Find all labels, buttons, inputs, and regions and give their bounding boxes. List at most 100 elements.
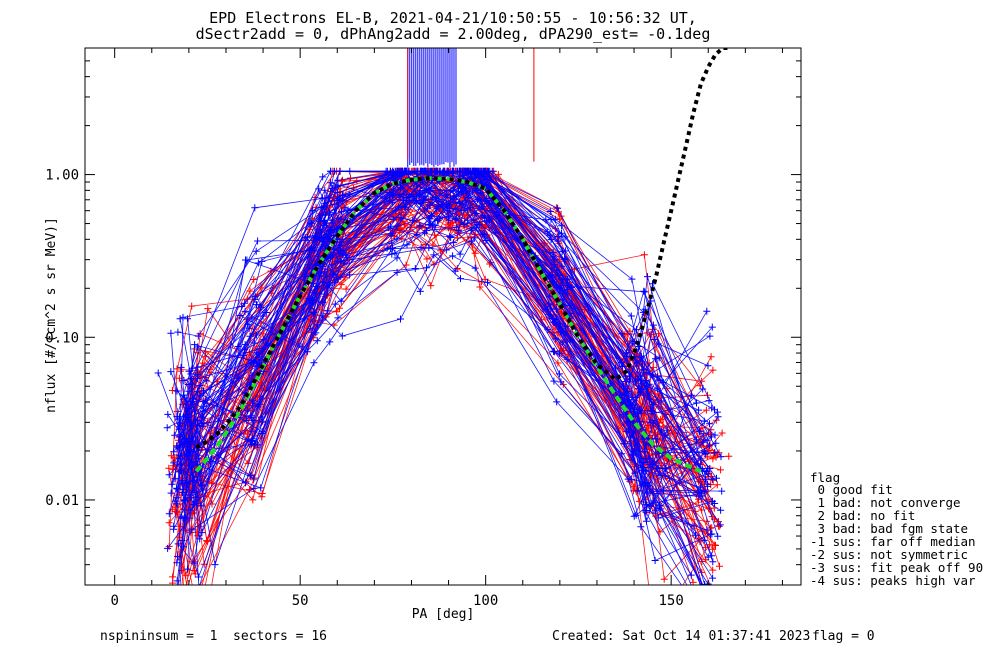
blue-data-point — [170, 448, 178, 456]
blue-data-point — [341, 204, 349, 212]
blue-data-point — [704, 553, 712, 561]
blue-data-point — [184, 565, 191, 573]
blue-data-point — [474, 194, 482, 202]
blue-data-point — [703, 465, 711, 472]
blue-data-point — [644, 273, 651, 281]
blue-data-point — [563, 355, 571, 363]
blue-data-point — [331, 200, 339, 208]
blue-data-point — [546, 208, 554, 215]
blue-data-point — [558, 276, 566, 284]
blue-data-point — [389, 191, 397, 199]
blue-data-point — [177, 513, 185, 521]
y-tick-label: 1.00 — [45, 168, 79, 184]
blue-data-point — [413, 182, 421, 190]
legend-item-0: 0 good fit — [810, 482, 893, 497]
blue-data-point — [202, 377, 210, 385]
blue-data-point — [199, 398, 207, 406]
y-tick-label: 0.01 — [45, 493, 79, 509]
blue-data-point — [434, 216, 442, 224]
blue-data-point — [419, 192, 427, 200]
blue-data-point — [167, 489, 175, 497]
blue-data-point — [338, 332, 346, 340]
x-axis-label: PA [deg] — [412, 607, 475, 622]
red-data-point — [707, 607, 714, 614]
blue-data-point — [241, 307, 249, 315]
blue-data-point — [411, 265, 419, 272]
blue-data-point — [447, 234, 455, 241]
blue-data-point — [186, 506, 194, 514]
footer-spin-info: nspininsum = 1 sectors = 16 — [100, 629, 327, 644]
legend-title: flag — [810, 470, 840, 485]
blue-data-point — [442, 246, 450, 254]
blue-data-point — [403, 241, 411, 249]
blue-data-point — [173, 500, 180, 508]
red-data-point — [188, 302, 196, 310]
blue-data-point — [189, 364, 197, 372]
red-data-point — [338, 177, 346, 185]
red-data-point — [644, 329, 652, 337]
blue-data-point — [238, 303, 246, 310]
blue-data-point — [632, 377, 639, 385]
blue-data-point — [550, 377, 558, 385]
blue-data-point — [630, 512, 638, 520]
red-data-point — [167, 452, 175, 460]
blue-data-point — [186, 514, 194, 522]
blue-data-point — [179, 489, 186, 497]
blue-data-point — [400, 203, 408, 211]
blue-data-point — [550, 347, 557, 355]
red-data-point — [716, 562, 723, 570]
blue-data-point — [397, 315, 404, 323]
blue-data-point — [177, 363, 185, 371]
blue-data-point — [259, 312, 267, 320]
blue-data-point — [236, 312, 244, 319]
blue-data-point — [621, 440, 628, 448]
blue-data-point — [558, 248, 566, 256]
blue-data-point — [704, 480, 712, 488]
blue-data-point — [485, 216, 493, 224]
blue-data-point — [624, 418, 631, 426]
blue-data-point — [654, 514, 662, 522]
blue-data-point — [423, 227, 430, 235]
red-data-point — [442, 179, 450, 187]
blue-data-point — [704, 619, 711, 626]
blue-data-point — [651, 557, 659, 564]
blue-data-point — [250, 474, 258, 482]
blue-data-point — [171, 475, 179, 483]
blue-data-point — [453, 167, 461, 175]
red-data-point — [178, 600, 185, 607]
blue-data-point — [410, 167, 418, 175]
blue-data-point — [317, 269, 325, 277]
blue-data-point — [483, 217, 490, 225]
blue-data-point — [623, 427, 631, 435]
blue-data-point — [426, 201, 434, 209]
blue-data-point — [304, 233, 311, 241]
blue-data-point — [176, 444, 184, 452]
red-data-point — [250, 276, 258, 283]
legend-item-3: 3 bad: bad fgm state — [810, 521, 968, 536]
legend-item-4: -1 sus: far off median — [810, 534, 976, 549]
blue-data-point — [552, 335, 560, 343]
blue-data-point — [335, 241, 343, 249]
blue-data-point — [251, 295, 259, 303]
red-data-point — [718, 429, 726, 437]
red-data-point — [177, 597, 184, 604]
blue-data-point — [653, 435, 661, 443]
blue-data-point — [628, 393, 636, 401]
red-data-point — [197, 646, 204, 650]
red-data-point — [170, 453, 178, 461]
blue-data-point — [651, 336, 659, 343]
blue-data-point — [185, 416, 193, 424]
blue-data-point — [334, 176, 342, 184]
blue-data-point — [709, 598, 716, 605]
red-data-point — [554, 359, 562, 367]
blue-data-point — [687, 391, 695, 399]
blue-data-point — [713, 474, 720, 482]
blue-data-point — [634, 487, 642, 495]
blue-data-point — [171, 431, 179, 439]
red-data-point — [709, 566, 717, 574]
blue-data-point — [163, 424, 171, 432]
blue-data-point — [717, 453, 725, 461]
red-data-point — [447, 219, 454, 227]
blue-data-point — [328, 261, 336, 269]
